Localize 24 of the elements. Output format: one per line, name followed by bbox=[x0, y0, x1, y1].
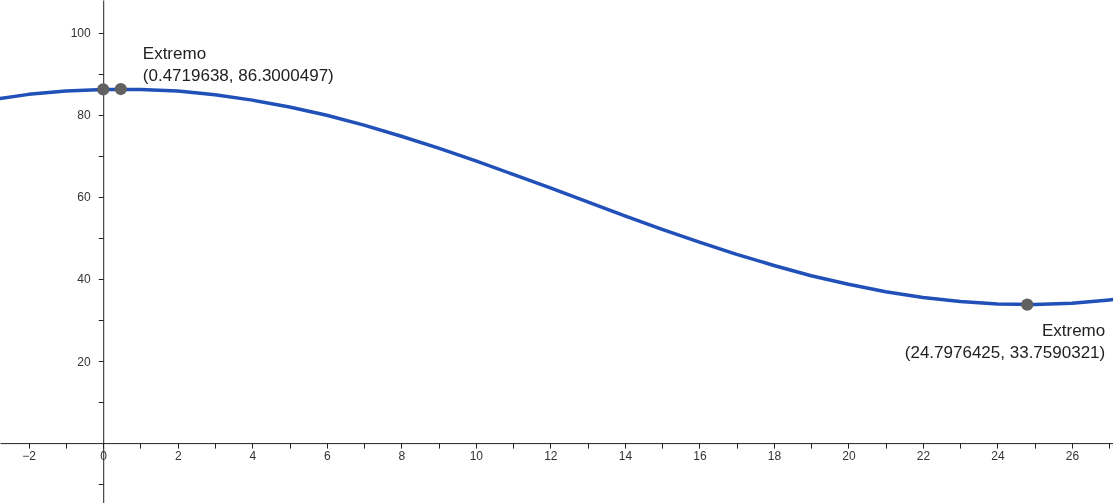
x-tick-label: 20 bbox=[842, 448, 856, 463]
point bbox=[114, 82, 127, 96]
point bbox=[97, 83, 110, 96]
x-tick-label: 4 bbox=[249, 448, 257, 463]
x-tick-label: 24 bbox=[991, 448, 1005, 463]
x-tick-label: 14 bbox=[618, 448, 633, 463]
x-tick-label: −2 bbox=[22, 448, 37, 463]
x-tick-label: 8 bbox=[398, 448, 406, 463]
y-tick-label: 80 bbox=[77, 108, 92, 123]
y-tick-label: 40 bbox=[77, 272, 92, 287]
x-tick-label: 22 bbox=[916, 448, 931, 463]
x-tick-label: 10 bbox=[469, 448, 484, 463]
y-tick-label: 60 bbox=[77, 190, 92, 205]
x-tick-label: 2 bbox=[174, 448, 182, 463]
point bbox=[1021, 298, 1034, 311]
x-tick-label: 16 bbox=[693, 448, 707, 463]
x-tick-label: 6 bbox=[323, 448, 331, 463]
y-tick-label: 20 bbox=[77, 354, 92, 369]
x-tick-label: 26 bbox=[1065, 448, 1080, 463]
x-tick-label: 18 bbox=[767, 448, 782, 463]
annotation: Extremo (0.4719638, 86.3000497) bbox=[142, 44, 334, 86]
annotation: Extremo (24.7976425, 33.7590321) bbox=[904, 320, 1106, 362]
y-tick-label: 100 bbox=[70, 26, 92, 41]
x-tick-label: 12 bbox=[544, 448, 558, 463]
